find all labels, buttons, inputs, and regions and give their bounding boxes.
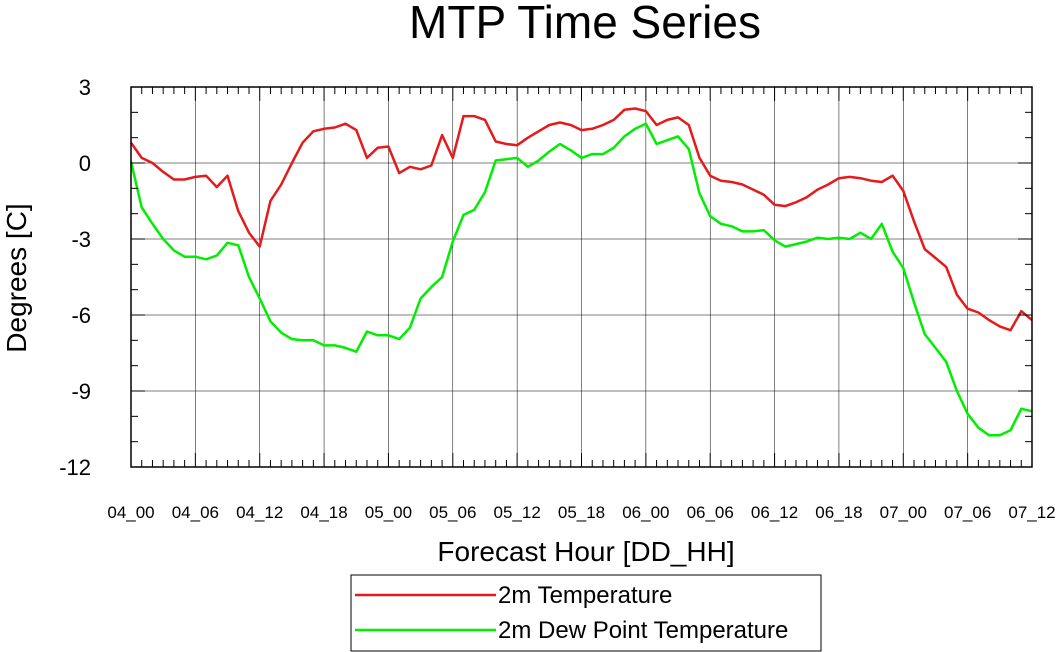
x-tick-label-9: 06_06 <box>687 503 734 522</box>
legend-label-0: 2m Temperature <box>498 582 672 609</box>
legend: 2m Temperature 2m Dew Point Temperature <box>350 574 822 652</box>
x-tick-label-0: 04_00 <box>107 503 154 522</box>
series-line-1 <box>129 122 1033 437</box>
y-tick-label-3: -6 <box>71 303 91 328</box>
legend-box <box>350 574 822 652</box>
x-tick-label-10: 06_12 <box>751 503 798 522</box>
y-tick-label-4: -9 <box>71 379 91 404</box>
chart-title: MTP Time Series <box>409 0 761 48</box>
x-tick-label-14: 07_12 <box>1008 503 1055 522</box>
y-tick-label-5: -12 <box>59 455 91 480</box>
x-tick-label-11: 06_18 <box>815 503 862 522</box>
x-tick-label-12: 07_00 <box>880 503 927 522</box>
x-tick-label-7: 05_18 <box>558 503 605 522</box>
x-axis-label: Forecast Hour [DD_HH] <box>437 536 734 567</box>
x-tick-label-1: 04_06 <box>172 503 219 522</box>
x-tick-label-6: 05_12 <box>494 503 541 522</box>
x-tick-label-8: 06_00 <box>622 503 669 522</box>
y-tick-label-2: -3 <box>71 227 91 252</box>
grid-lines <box>130 86 1033 468</box>
x-tick-label-5: 05_06 <box>429 503 476 522</box>
x-tick-label-13: 07_06 <box>944 503 991 522</box>
x-tick-label-3: 04_18 <box>300 503 347 522</box>
series-lines <box>129 107 1033 437</box>
x-tick-labels: 04_00 04_06 04_12 04_18 05_00 05_06 05_12 05_18… <box>107 503 1055 522</box>
x-tick-label-4: 05_00 <box>365 503 412 522</box>
y-tick-label-0: 3 <box>79 75 91 100</box>
y-tick-label-1: 0 <box>79 151 91 176</box>
x-tick-label-2: 04_12 <box>236 503 283 522</box>
axis-ticks <box>130 86 1033 468</box>
series-line-0 <box>129 107 1033 332</box>
y-tick-labels: 3 0 -3 -6 -9 -12 <box>59 75 91 480</box>
y-axis-label: Degrees [C] <box>1 203 32 352</box>
legend-label-1: 2m Dew Point Temperature <box>498 617 788 644</box>
